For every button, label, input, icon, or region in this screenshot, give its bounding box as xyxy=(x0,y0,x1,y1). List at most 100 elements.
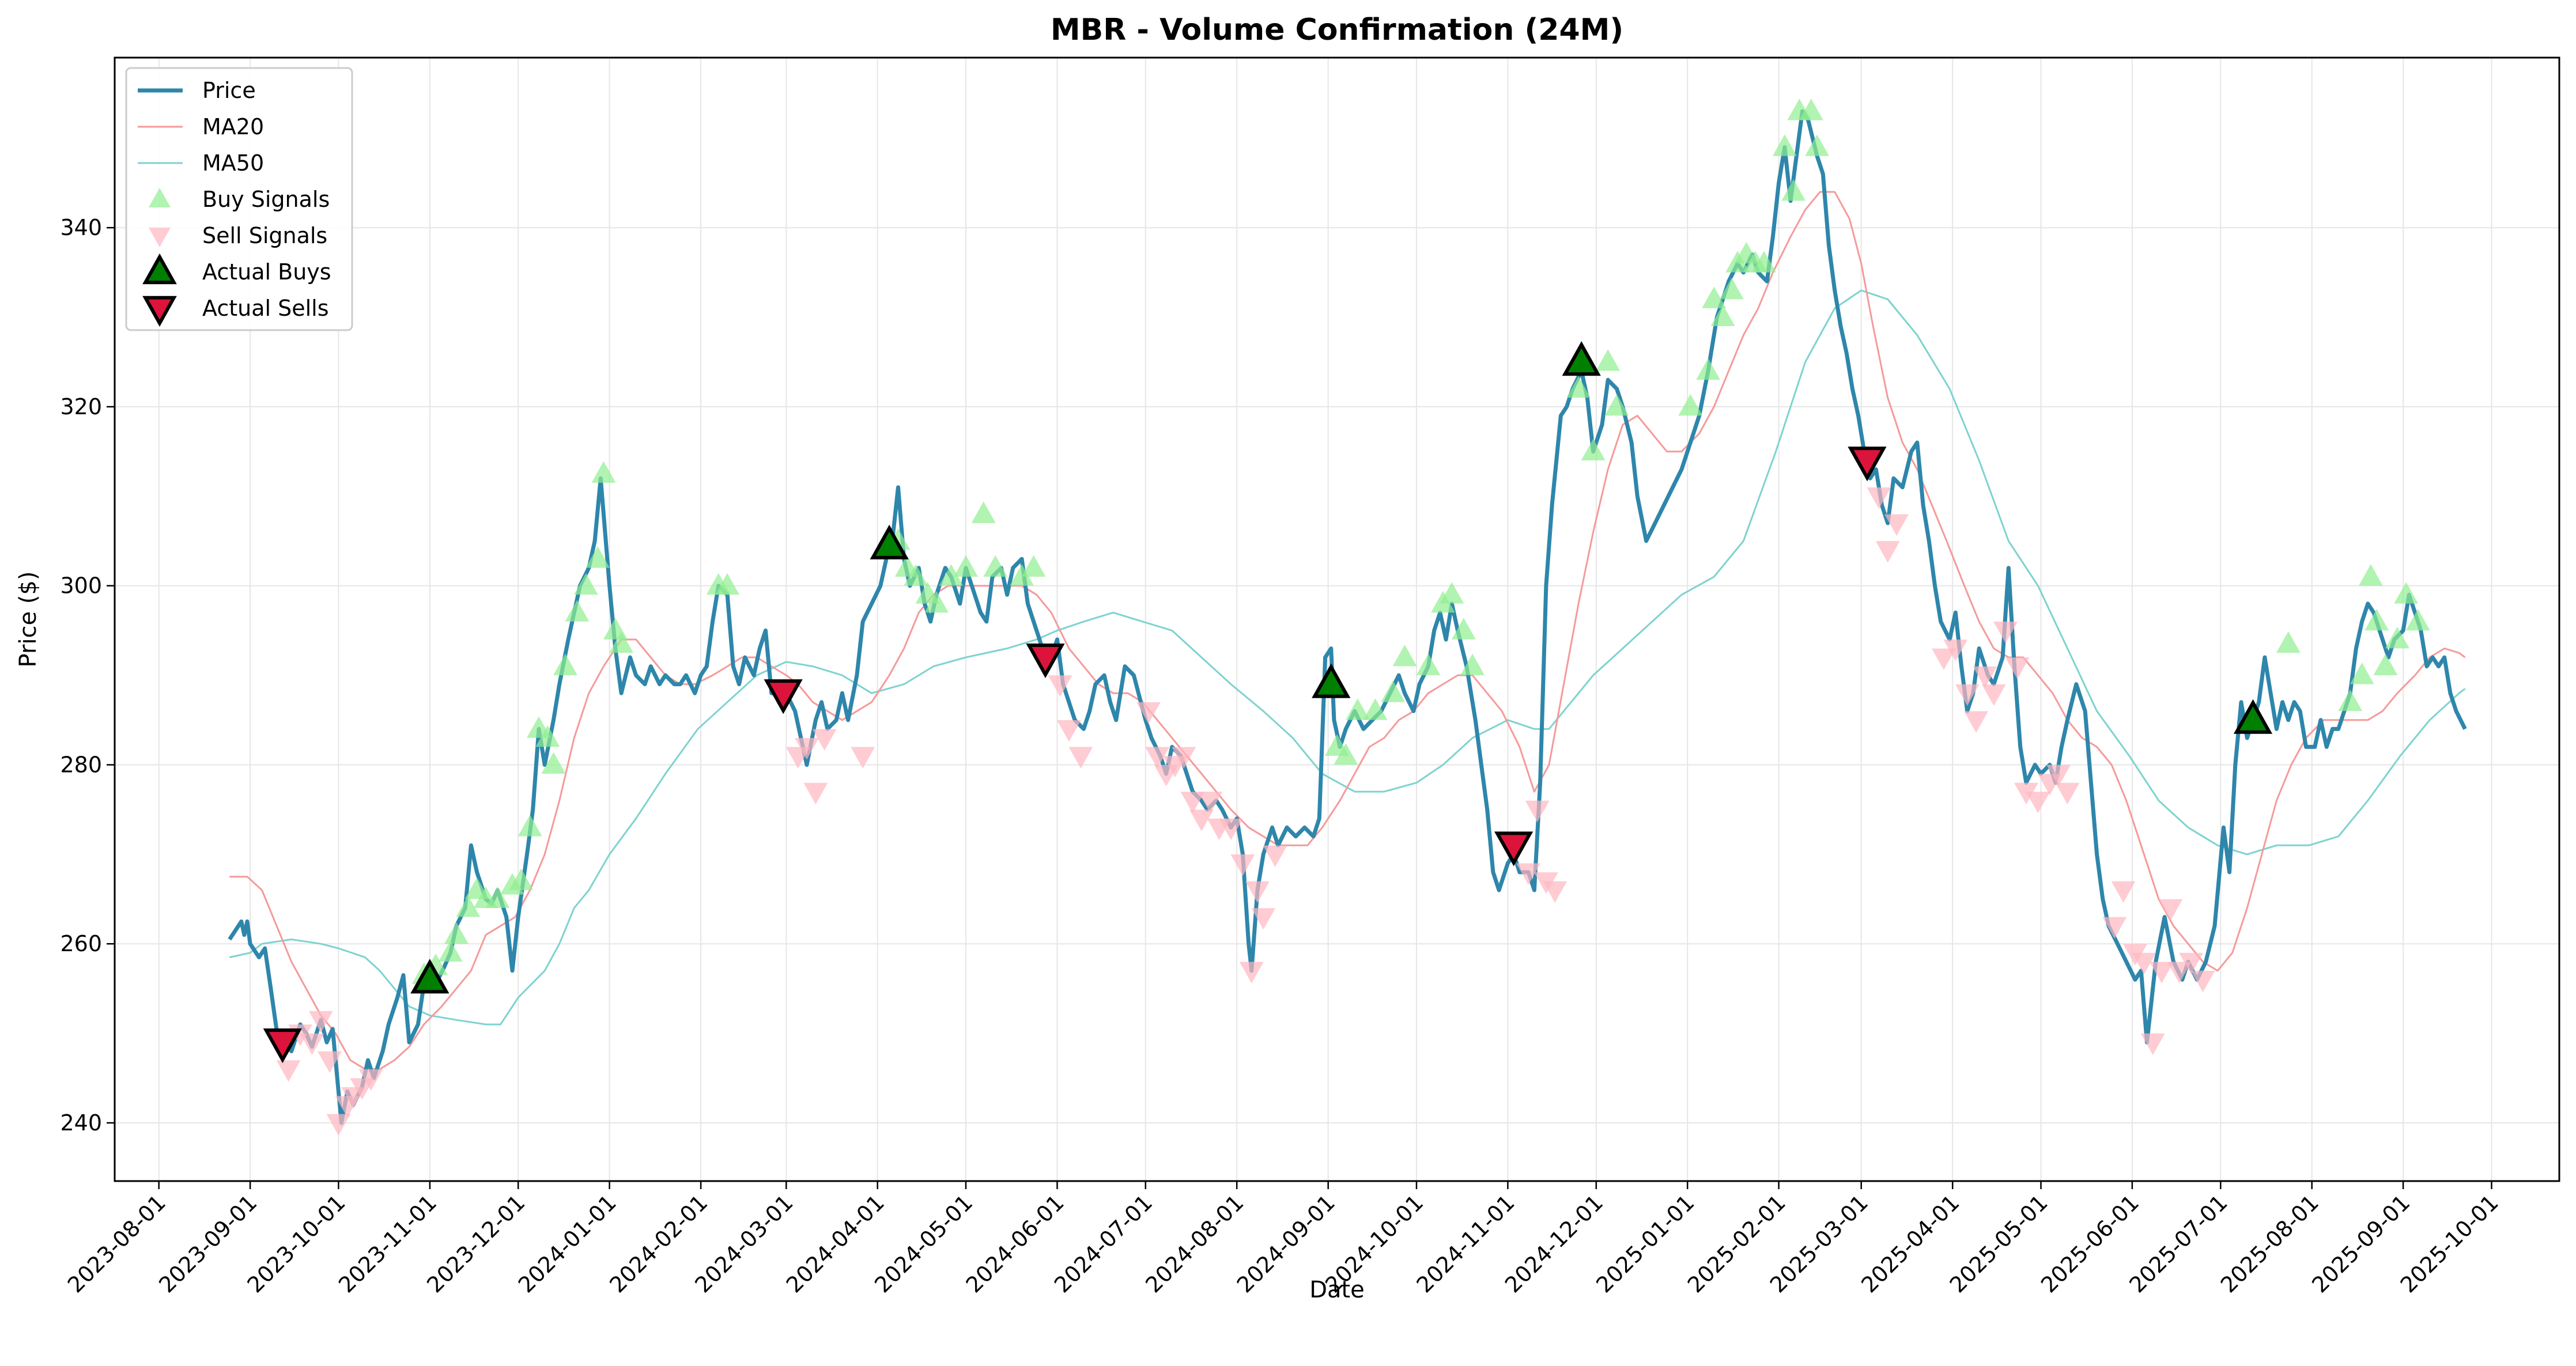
actual-sell-marker xyxy=(764,679,803,714)
legend-label: Price xyxy=(202,78,256,103)
actual-buy-marker xyxy=(2233,699,2273,734)
buy-signal-marker xyxy=(2359,564,2383,586)
sell-signal-marker xyxy=(2046,765,2071,787)
series-line-price xyxy=(228,109,2467,1125)
plot-frame xyxy=(114,56,2560,1182)
series-line-ma50 xyxy=(229,289,2466,1026)
sell-signal-marker xyxy=(326,1114,351,1136)
buy-signal-marker xyxy=(2338,689,2363,712)
actual-sell-marker xyxy=(1848,446,1887,482)
buy-signal-marker xyxy=(939,564,964,586)
sell-signal-marker xyxy=(2140,1033,2165,1055)
buy-signal-marker xyxy=(1392,645,1417,667)
legend-swatch-marker xyxy=(149,228,171,247)
sell-signal-marker xyxy=(276,1060,301,1082)
sell-signal-marker xyxy=(1251,908,1276,930)
buy-signal-marker xyxy=(1702,286,1727,308)
buy-signal-marker xyxy=(1021,555,1046,577)
sell-signal-marker xyxy=(1057,720,1081,742)
sell-signal-marker xyxy=(1198,792,1223,813)
buy-signal-marker xyxy=(2405,608,2430,631)
actual-buy-marker xyxy=(870,524,909,559)
legend-swatch-marker xyxy=(142,253,177,285)
buy-signal-marker xyxy=(1581,438,1606,461)
sell-signal-marker xyxy=(2111,881,2136,903)
buy-signal-marker xyxy=(1363,698,1388,720)
sell-signal-marker xyxy=(1263,845,1287,867)
buy-signal-marker xyxy=(553,653,577,675)
sell-signal-marker xyxy=(2102,917,2127,939)
buy-signal-marker xyxy=(1805,134,1829,156)
buy-signal-marker xyxy=(565,600,590,622)
buy-signal-marker xyxy=(971,501,996,523)
sell-signal-marker xyxy=(1993,622,2018,644)
signal-markers xyxy=(263,99,2430,1136)
sell-signal-marker xyxy=(1943,640,1968,661)
legend-label: Buy Signals xyxy=(202,187,330,212)
buy-signal-marker xyxy=(586,546,610,568)
legend: Price MA20 MA50 Buy Signals Sell Signals Actu… xyxy=(125,67,353,331)
sell-signal-marker xyxy=(1230,854,1255,876)
legend-swatch-marker xyxy=(142,296,177,327)
sell-signal-marker xyxy=(1884,514,1909,536)
sell-signal-marker xyxy=(1543,881,1567,903)
buy-signal-marker xyxy=(1696,358,1720,380)
buy-signal-marker xyxy=(1604,393,1629,416)
sell-signal-marker xyxy=(1973,666,1997,688)
sell-signal-marker xyxy=(2150,962,2174,983)
buy-signal-marker xyxy=(904,564,928,586)
buy-signal-marker xyxy=(1772,134,1797,156)
sell-signal-marker xyxy=(2132,952,2156,975)
sell-signal-marker xyxy=(1931,648,1956,671)
sell-signal-marker xyxy=(1239,962,1264,983)
sell-signal-marker xyxy=(300,1033,324,1055)
series-lines xyxy=(228,109,2467,1125)
legend-box xyxy=(125,67,353,331)
buy-signal-marker xyxy=(1460,653,1485,675)
buy-signal-marker xyxy=(954,555,978,577)
series-line-ma20 xyxy=(229,191,2466,1070)
actual-buy-marker xyxy=(1312,663,1351,698)
sell-signal-marker xyxy=(2158,899,2183,921)
buy-signal-marker xyxy=(541,752,566,774)
sell-signal-marker xyxy=(1172,747,1196,769)
sell-signal-marker xyxy=(1875,541,1900,563)
y-axis-label: Price ($) xyxy=(15,572,41,668)
sell-signal-marker xyxy=(795,738,819,760)
buy-signal-marker xyxy=(1566,376,1591,398)
buy-signal-marker xyxy=(573,573,598,595)
sell-signal-marker xyxy=(1964,711,1988,733)
chart-title: MBR - Volume Confirmation (24M) xyxy=(1051,13,1623,47)
sell-signal-marker xyxy=(1867,487,1891,509)
buy-signal-marker xyxy=(456,895,481,917)
sell-signal-marker xyxy=(2179,952,2204,975)
sell-signal-marker xyxy=(1145,747,1170,769)
buy-signal-marker xyxy=(1781,179,1806,201)
sell-signal-marker xyxy=(1068,747,1093,769)
grid xyxy=(115,58,2559,1181)
buy-signal-marker xyxy=(1010,564,1034,586)
buy-signal-marker xyxy=(518,815,542,837)
y-tick-label: 260 xyxy=(60,931,102,956)
actual-buy-marker xyxy=(1562,341,1601,376)
sell-signal-marker xyxy=(318,1051,342,1073)
sell-signal-marker xyxy=(1955,684,1980,706)
actual-sell-marker xyxy=(1026,644,1065,679)
buy-signal-marker xyxy=(535,725,560,747)
actual-sell-marker xyxy=(263,1028,302,1064)
buy-signal-marker xyxy=(2373,653,2398,675)
legend-label: Actual Sells xyxy=(202,296,329,321)
buy-signal-marker xyxy=(1416,653,1441,675)
buy-signal-marker xyxy=(1752,251,1776,273)
sell-signal-marker xyxy=(1516,863,1541,885)
sell-signal-marker xyxy=(803,782,828,805)
sell-signal-marker xyxy=(851,747,875,769)
buy-signal-marker xyxy=(1451,618,1476,640)
legend-label: MA20 xyxy=(202,114,264,139)
buy-signal-marker xyxy=(2394,582,2419,604)
sell-signal-marker xyxy=(308,1011,333,1033)
buy-signal-marker xyxy=(438,940,463,962)
sell-signal-marker xyxy=(1981,684,2006,706)
sell-signal-marker xyxy=(358,1069,383,1091)
